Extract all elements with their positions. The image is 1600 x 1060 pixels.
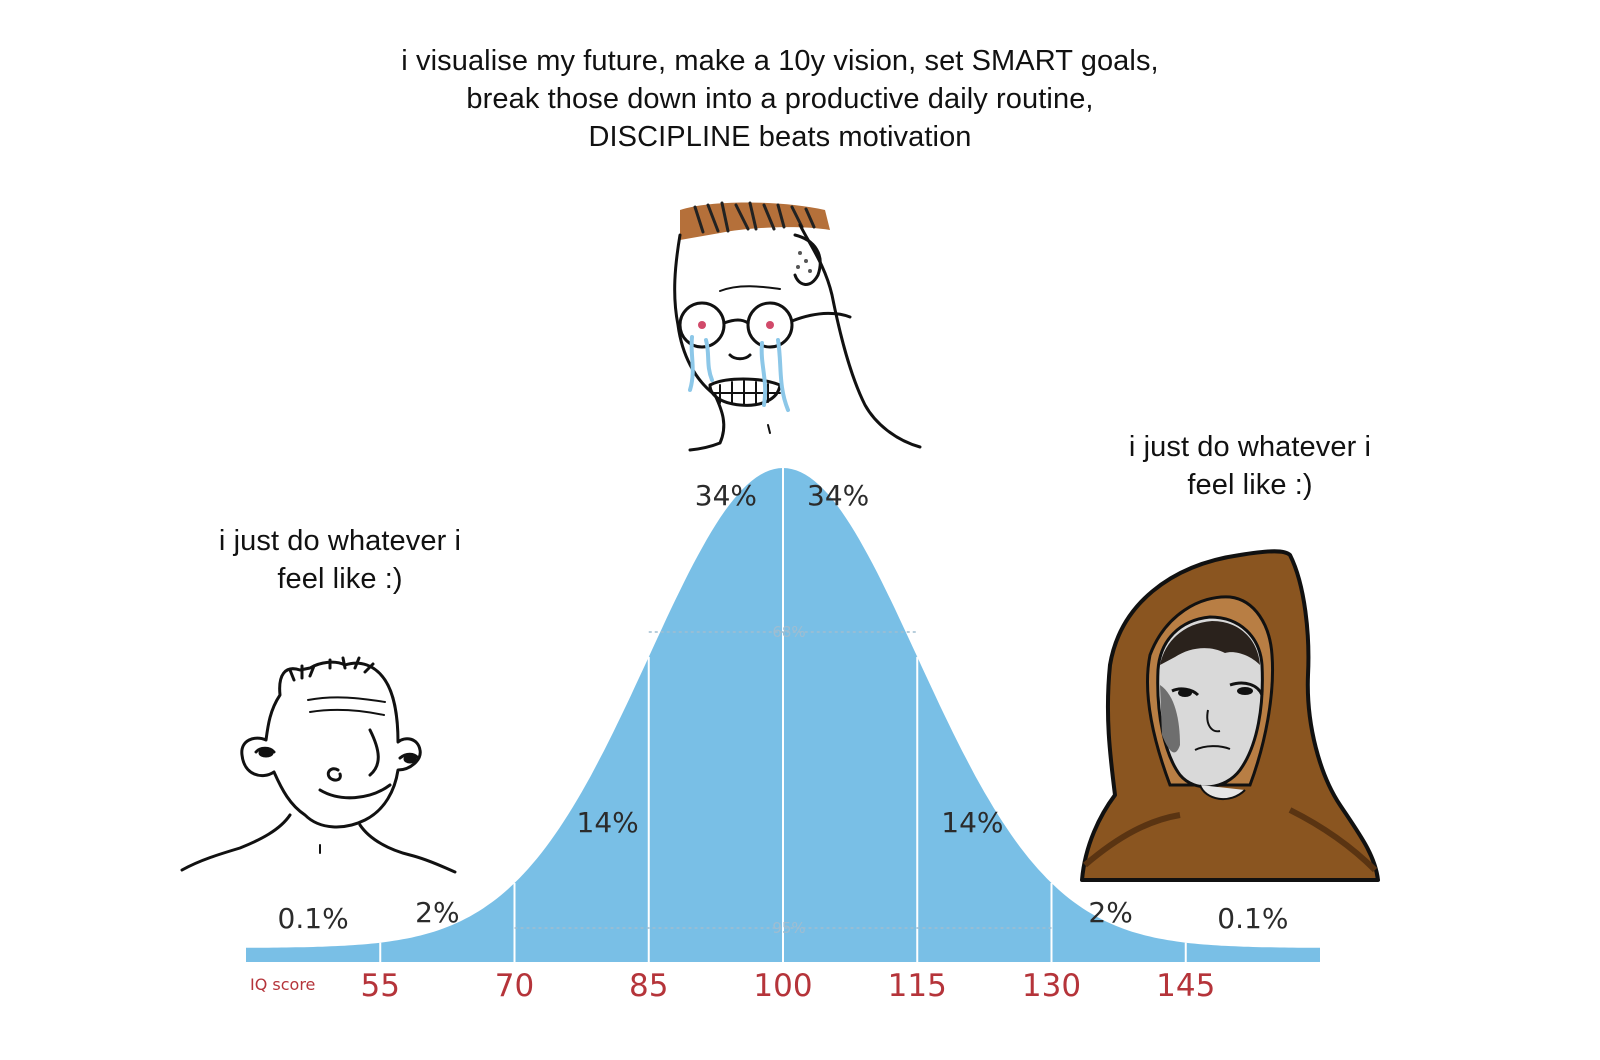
iq-tick-label: 100 [753, 968, 812, 1004]
left-caption-line: feel like :) [277, 563, 403, 595]
crying-glasses-wojak-icon [673, 201, 922, 452]
segment-percent-label: 34% [807, 479, 869, 512]
segment-percent-label: 0.1% [278, 902, 349, 935]
hooded-monk-wojak-icon [1080, 549, 1380, 882]
left-caption-line: i just do whatever i [218, 525, 462, 557]
segment-percent-label: 2% [415, 896, 459, 929]
range-label: 68% [772, 623, 805, 641]
right-caption-line: feel like :) [1187, 469, 1313, 501]
smiling-wojak-icon [180, 656, 457, 874]
segment-percent-label: 34% [695, 479, 757, 512]
left-caption: i just do whatever i feel like :) [170, 522, 510, 598]
top-caption: i visualise my future, make a 10y vision… [300, 42, 1260, 156]
right-caption: i just do whatever i feel like :) [1080, 428, 1420, 504]
right-caption-line: i just do whatever i [1128, 431, 1372, 463]
segment-percent-label: 2% [1088, 896, 1132, 929]
iq-tick-label: 55 [361, 968, 400, 1004]
iq-tick-label: 115 [888, 968, 947, 1004]
segment-percent-label: 0.1% [1217, 902, 1288, 935]
top-caption-line: i visualise my future, make a 10y vision… [401, 45, 1159, 77]
iq-tick-label: 85 [629, 968, 668, 1004]
segment-percent-label: 14% [577, 806, 639, 839]
top-caption-line: break those down into a productive daily… [466, 83, 1094, 115]
x-axis-title: IQ score [250, 975, 315, 994]
iq-tick-label: 145 [1156, 968, 1215, 1004]
iq-tick-label: 70 [495, 968, 534, 1004]
range-label: 95% [772, 919, 805, 937]
segment-percent-label: 14% [941, 806, 1003, 839]
iq-tick-label: 130 [1022, 968, 1081, 1004]
top-caption-line: DISCIPLINE beats motivation [588, 121, 972, 153]
